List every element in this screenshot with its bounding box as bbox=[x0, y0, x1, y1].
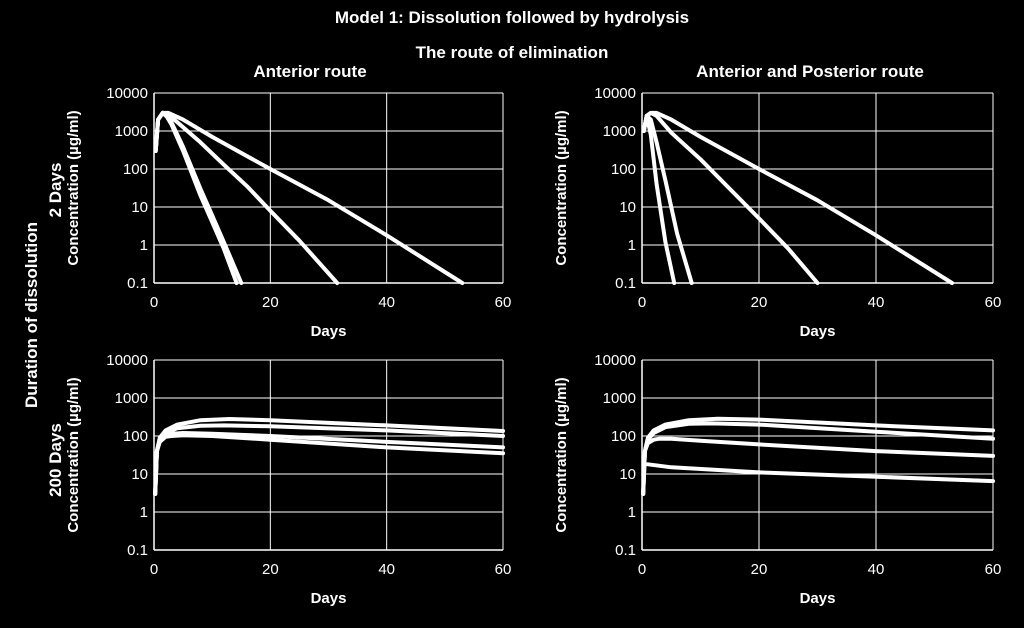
x-tick-label: 0 bbox=[150, 561, 158, 578]
y-axis-label: Concentration (µg/ml) bbox=[553, 110, 570, 265]
series-line-3 bbox=[153, 110, 340, 285]
y-tick-label: 1000 bbox=[115, 123, 148, 140]
y-tick-label: 1000 bbox=[115, 390, 148, 407]
y-tick-label: 10 bbox=[619, 466, 636, 483]
x-tick-label: 40 bbox=[378, 294, 395, 311]
y-tick-label: 10000 bbox=[106, 352, 148, 369]
x-tick-label: 0 bbox=[638, 561, 646, 578]
x-tick-label: 0 bbox=[638, 294, 646, 311]
y-tick-label: 0.1 bbox=[127, 542, 148, 559]
x-axis-label: Days bbox=[800, 323, 836, 340]
y-tick-label: 1 bbox=[140, 237, 148, 254]
column-group-title: The route of elimination bbox=[415, 43, 609, 62]
series-line-3 bbox=[641, 421, 995, 496]
y-axis-label: Concentration (µg/ml) bbox=[553, 377, 570, 532]
y-tick-label: 0.1 bbox=[615, 275, 636, 292]
y-tick-label: 1 bbox=[628, 237, 636, 254]
column-title-anterior-posterior: Anterior and Posterior route bbox=[696, 62, 924, 81]
y-tick-label: 1 bbox=[140, 504, 148, 521]
x-axis-label: Days bbox=[311, 323, 347, 340]
y-tick-label: 0.1 bbox=[127, 275, 148, 292]
y-tick-label: 0.1 bbox=[615, 542, 636, 559]
y-tick-label: 100 bbox=[123, 161, 148, 178]
x-tick-label: 60 bbox=[495, 294, 512, 311]
y-tick-label: 10 bbox=[619, 199, 636, 216]
x-axis-label: Days bbox=[311, 590, 347, 607]
y-tick-label: 10000 bbox=[594, 85, 636, 102]
x-tick-label: 20 bbox=[751, 294, 768, 311]
series-line-4 bbox=[641, 416, 995, 496]
x-axis-label: Days bbox=[800, 590, 836, 607]
y-tick-label: 100 bbox=[611, 428, 636, 445]
series-line-4 bbox=[153, 110, 465, 285]
x-tick-label: 60 bbox=[985, 561, 1002, 578]
y-tick-label: 1000 bbox=[603, 390, 636, 407]
series-line-1 bbox=[645, 462, 995, 484]
x-tick-label: 40 bbox=[868, 294, 885, 311]
series-line-4 bbox=[641, 110, 954, 285]
x-tick-label: 40 bbox=[868, 561, 885, 578]
y-tick-label: 1000 bbox=[603, 123, 636, 140]
x-tick-label: 60 bbox=[495, 561, 512, 578]
x-tick-label: 20 bbox=[262, 294, 279, 311]
y-tick-label: 100 bbox=[123, 428, 148, 445]
column-title-anterior: Anterior route bbox=[253, 62, 367, 81]
y-tick-label: 10 bbox=[131, 466, 148, 483]
y-tick-label: 10 bbox=[131, 199, 148, 216]
y-axis-label: Concentration (µg/ml) bbox=[65, 110, 82, 265]
y-tick-label: 100 bbox=[611, 161, 636, 178]
figure-title: Model 1: Dissolution followed by hydroly… bbox=[334, 8, 690, 27]
x-tick-label: 60 bbox=[985, 294, 1002, 311]
series-line-4 bbox=[153, 417, 505, 496]
y-tick-label: 10000 bbox=[106, 85, 148, 102]
y-axis-label: Concentration (µg/ml) bbox=[65, 377, 82, 532]
series-line-2 bbox=[641, 436, 995, 496]
y-tick-label: 1 bbox=[628, 504, 636, 521]
x-tick-label: 20 bbox=[262, 561, 279, 578]
x-tick-label: 40 bbox=[378, 561, 395, 578]
x-tick-label: 0 bbox=[150, 294, 158, 311]
x-tick-label: 20 bbox=[751, 561, 768, 578]
y-tick-label: 10000 bbox=[594, 352, 636, 369]
